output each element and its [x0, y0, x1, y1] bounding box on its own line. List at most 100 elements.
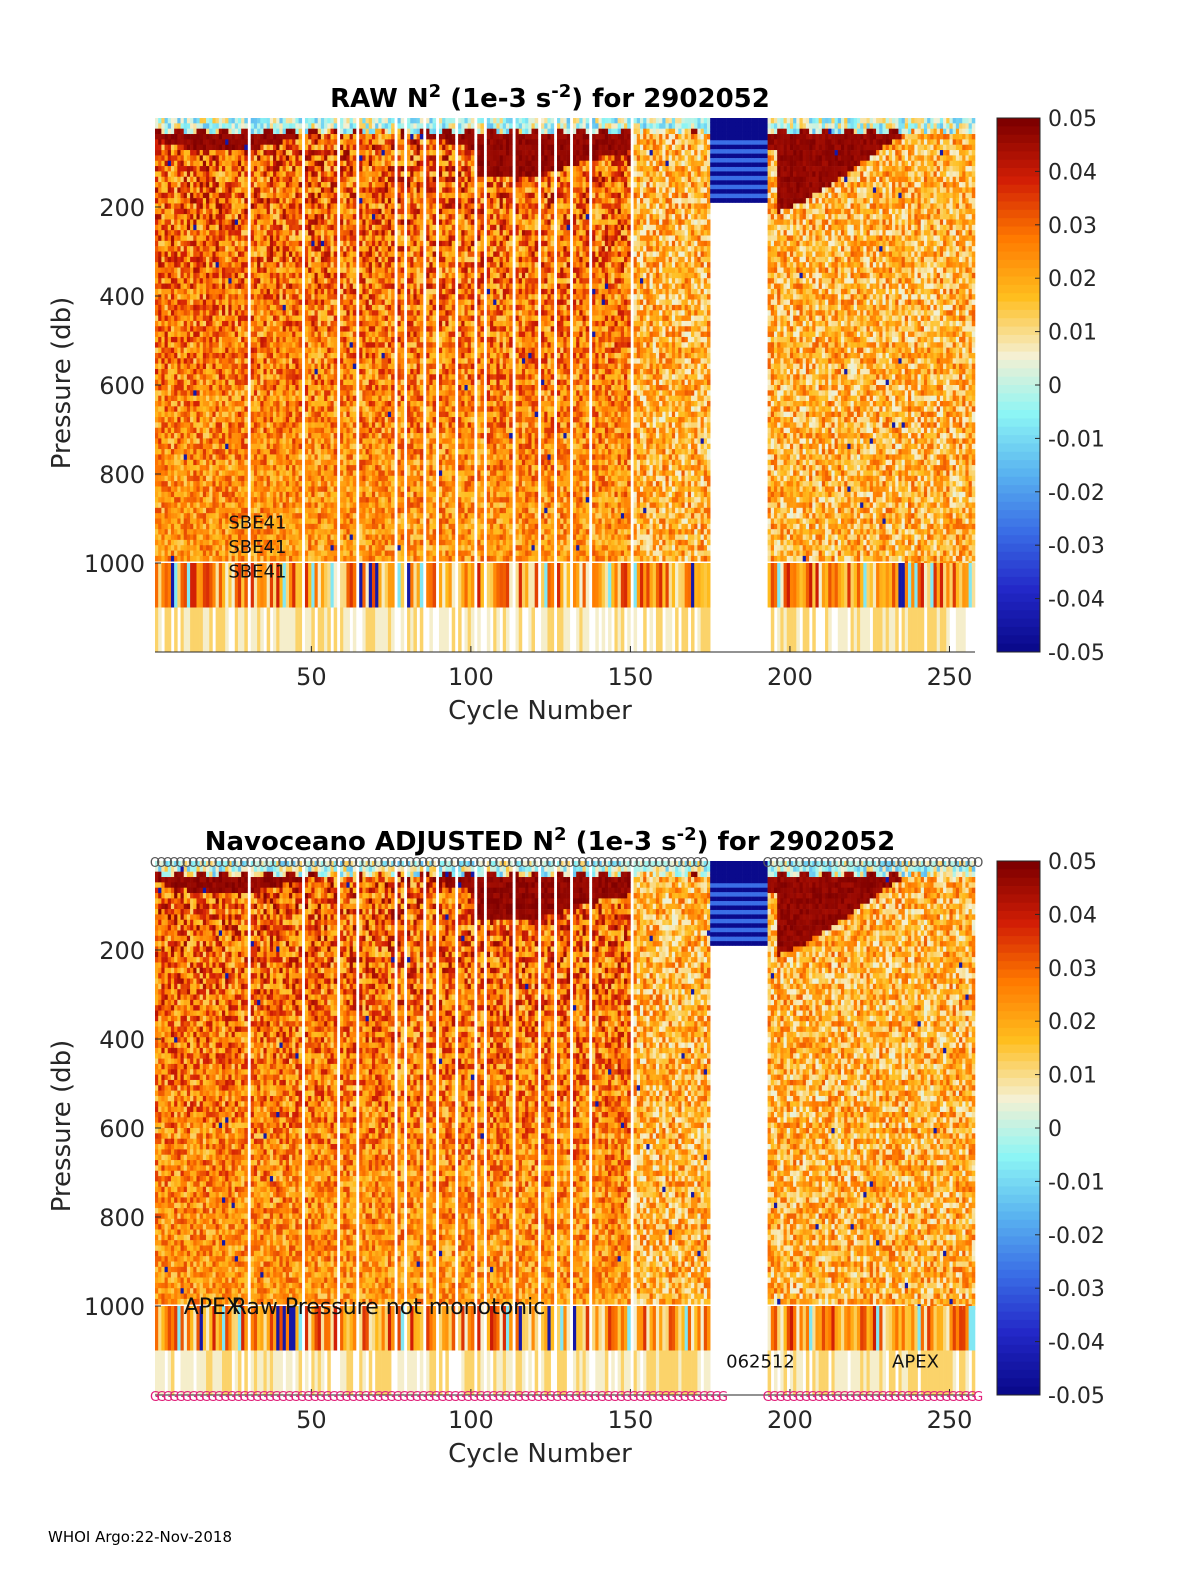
heatmap-cell: [174, 486, 177, 492]
heatmap-cell: [187, 262, 190, 268]
heatmap-cell: [184, 235, 187, 241]
heatmap-cell: [158, 209, 161, 215]
heatmap-cell: [158, 524, 161, 530]
heatmap-cell: [177, 535, 180, 541]
heatmap-cell: [158, 155, 161, 161]
heatmap-cell: [155, 470, 158, 476]
heatmap-cell: [187, 380, 190, 386]
heatmap-cell: [168, 608, 171, 653]
heatmap-cell: [181, 246, 184, 252]
heatmap-cell: [171, 235, 174, 241]
heatmap-cell: [181, 428, 184, 434]
heatmap-cell: [155, 182, 158, 188]
heatmap-cell: [168, 529, 171, 535]
heatmap-cell: [181, 219, 184, 225]
heatmap-cell: [171, 524, 174, 530]
heatmap-cell: [165, 401, 168, 407]
heatmap-cell: [161, 374, 164, 380]
heatmap-cell: [181, 310, 184, 316]
heatmap-cell: [187, 406, 190, 412]
heatmap-cell: [168, 396, 171, 402]
heatmap-cell: [158, 433, 161, 439]
heatmap-cell: [161, 369, 164, 375]
heatmap-cell: [158, 492, 161, 498]
heatmap-cell: [174, 252, 177, 258]
heatmap-cell: [161, 486, 164, 492]
heatmap-cell: [187, 241, 190, 247]
heatmap-cell: [168, 241, 171, 247]
heatmap-cell: [177, 519, 180, 525]
heatmap-cell: [161, 551, 164, 557]
heatmap-cell: [158, 428, 161, 434]
heatmap-cell: [174, 465, 177, 471]
heatmap-cell: [165, 374, 168, 380]
heatmap-cell: [187, 273, 190, 279]
heatmap-cell: [168, 209, 171, 215]
heatmap-cell: [171, 348, 174, 354]
heatmap-cell: [177, 278, 180, 284]
heatmap-cell: [161, 235, 164, 241]
heatmap-cell: [168, 230, 171, 236]
heatmap-cell: [174, 262, 177, 268]
heatmap-cell: [158, 476, 161, 482]
heatmap-cell: [174, 273, 177, 279]
heatmap-cell: [161, 246, 164, 252]
heatmap-cell: [187, 118, 190, 124]
heatmap-cell: [187, 278, 190, 284]
heatmap-cell: [165, 412, 168, 418]
heatmap-cell: [187, 337, 190, 343]
heatmap-cell: [181, 177, 184, 183]
heatmap-cell: [174, 369, 177, 375]
heatmap-cell: [181, 513, 184, 519]
heatmap-cell: [181, 476, 184, 482]
heatmap-cell: [187, 289, 190, 295]
heatmap-cell: [161, 406, 164, 412]
heatmap-cell: [158, 150, 161, 156]
heatmap-cell: [174, 401, 177, 407]
heatmap-cell: [181, 353, 184, 359]
heatmap-cell: [158, 385, 161, 391]
heatmap-cell: [168, 563, 171, 608]
heatmap-cell: [174, 556, 177, 562]
heatmap-cell: [171, 465, 174, 471]
heatmap-cell: [174, 502, 177, 508]
heatmap-cell: [171, 535, 174, 541]
heatmap-cell: [168, 161, 171, 167]
heatmap-cell: [187, 326, 190, 332]
heatmap-cell: [168, 502, 171, 508]
heatmap-cell: [158, 284, 161, 290]
heatmap-cell: [174, 358, 177, 364]
heatmap-cell: [158, 310, 161, 316]
heatmap-cell: [161, 422, 164, 428]
heatmap-cell: [161, 321, 164, 327]
heatmap-cell: [168, 428, 171, 434]
heatmap-cell: [187, 529, 190, 535]
heatmap-cell: [165, 385, 168, 391]
heatmap-cell: [158, 257, 161, 263]
heatmap-cell: [155, 433, 158, 439]
heatmap-cell: [158, 454, 161, 460]
heatmap-cell: [184, 214, 187, 220]
heatmap-cell: [184, 412, 187, 418]
heatmap-cell: [184, 241, 187, 247]
heatmap-cell: [165, 187, 168, 193]
heatmap-cell: [155, 396, 158, 402]
heatmap-cell: [187, 460, 190, 466]
heatmap-cell: [187, 257, 190, 263]
heatmap-cell: [161, 385, 164, 391]
heatmap-cell: [181, 342, 184, 348]
heatmap-cell: [155, 454, 158, 460]
heatmap-cell: [181, 198, 184, 204]
heatmap-cell: [181, 502, 184, 508]
heatmap-cell: [181, 235, 184, 241]
heatmap-cell: [158, 278, 161, 284]
heatmap-cell: [168, 476, 171, 482]
heatmap-cell: [155, 444, 158, 450]
heatmap-cell: [155, 241, 158, 247]
heatmap-cell: [171, 273, 174, 279]
heatmap-cell: [174, 364, 177, 370]
heatmap-cell: [181, 230, 184, 236]
heatmap-cell: [187, 300, 190, 306]
heatmap-cell: [158, 342, 161, 348]
heatmap-cell: [155, 326, 158, 332]
